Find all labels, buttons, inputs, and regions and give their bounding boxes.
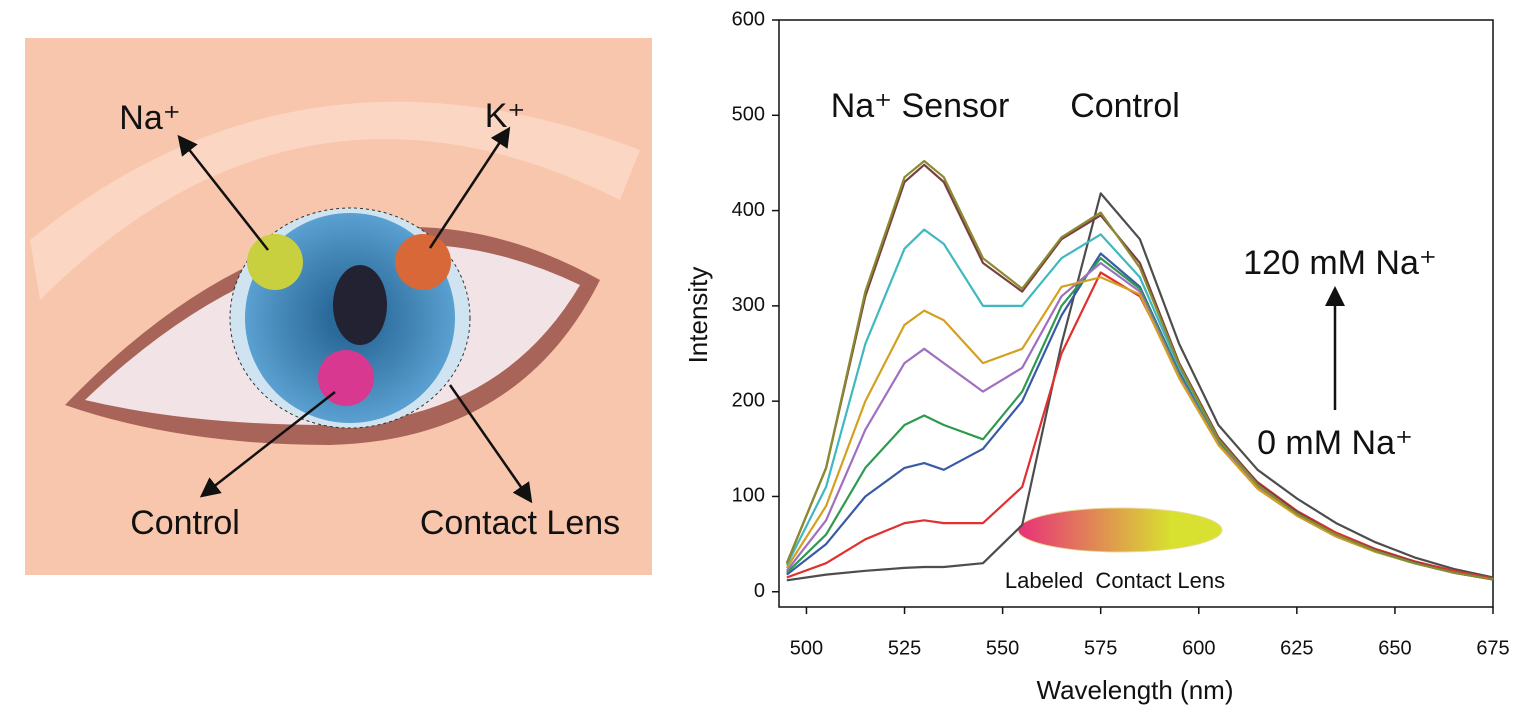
x-axis-label: Wavelength (nm)	[1037, 675, 1234, 705]
y-tick-label: 0	[754, 580, 765, 602]
arrow	[428, 126, 511, 249]
annotation: Control	[1070, 87, 1180, 125]
plot-frame	[778, 19, 1494, 608]
na-sensor-dot	[247, 234, 303, 290]
annotation: Labeled Contact Lens	[1005, 568, 1225, 593]
annotation: Na⁺ Sensor	[831, 87, 1010, 125]
line-series	[785, 159, 1494, 581]
y-axis-label: Intensity	[683, 267, 713, 364]
eye-illustration: Na⁺ K⁺ Control Contact Lens	[25, 38, 652, 575]
control-dot	[318, 350, 374, 406]
x-tick-label: 575	[1084, 637, 1117, 659]
annotation: 120 mM Na⁺	[1243, 244, 1437, 282]
y-tick-label: 200	[732, 389, 765, 411]
arrow	[448, 384, 533, 504]
label: Contact Lens	[420, 504, 620, 542]
arrow	[177, 134, 269, 251]
x-tick-label: 625	[1280, 637, 1313, 659]
line-series	[786, 192, 1494, 582]
x-tick-label: 600	[1182, 637, 1215, 659]
label: K⁺	[485, 97, 526, 135]
label: Control	[130, 504, 240, 542]
y-tick-label: 300	[732, 294, 765, 316]
k-sensor-dot	[395, 234, 451, 290]
y-tick-label: 400	[732, 199, 765, 221]
pupil	[333, 265, 387, 345]
annotation: 0 mM Na⁺	[1257, 424, 1413, 462]
x-tick-label: 550	[986, 637, 1019, 659]
x-tick-label: 500	[790, 637, 823, 659]
y-tick-label: 600	[732, 8, 765, 30]
y-tick-label: 100	[732, 485, 765, 507]
y-tick-label: 500	[732, 104, 765, 126]
x-tick-label: 525	[888, 637, 921, 659]
lens-icon	[1017, 507, 1223, 553]
x-tick-label: 650	[1378, 637, 1411, 659]
chart: Na⁺ Sensor Control 120 mM Na⁺ 0 mM Na⁺ L…	[683, 8, 1510, 705]
label: Na⁺	[119, 99, 180, 137]
arrow	[199, 391, 336, 498]
x-tick-label: 675	[1476, 637, 1509, 659]
